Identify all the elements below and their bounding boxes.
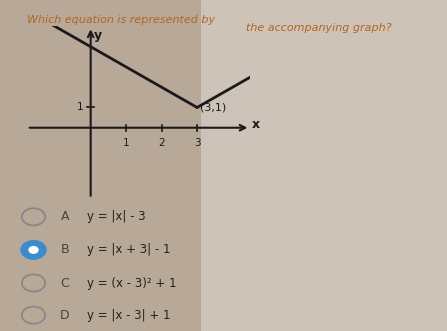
Text: 1: 1: [77, 103, 84, 113]
Text: 2: 2: [158, 138, 165, 148]
Text: y = |x| - 3: y = |x| - 3: [87, 210, 146, 223]
Text: 1: 1: [123, 138, 130, 148]
Text: Which equation is represented by: Which equation is represented by: [27, 15, 219, 25]
Text: y = |x + 3| - 1: y = |x + 3| - 1: [87, 243, 171, 257]
Bar: [201, 0, 447, 331]
Text: y = (x - 3)² + 1: y = (x - 3)² + 1: [87, 276, 177, 290]
Text: (3,1): (3,1): [200, 103, 226, 113]
Text: x: x: [252, 118, 260, 131]
Text: B: B: [60, 243, 69, 257]
Text: y = |x - 3| + 1: y = |x - 3| + 1: [87, 308, 171, 322]
Text: D: D: [60, 308, 70, 322]
Text: y: y: [94, 28, 102, 41]
Text: C: C: [60, 276, 69, 290]
Text: the accompanying graph?: the accompanying graph?: [246, 23, 392, 33]
Text: A: A: [60, 210, 69, 223]
Text: 3: 3: [194, 138, 200, 148]
